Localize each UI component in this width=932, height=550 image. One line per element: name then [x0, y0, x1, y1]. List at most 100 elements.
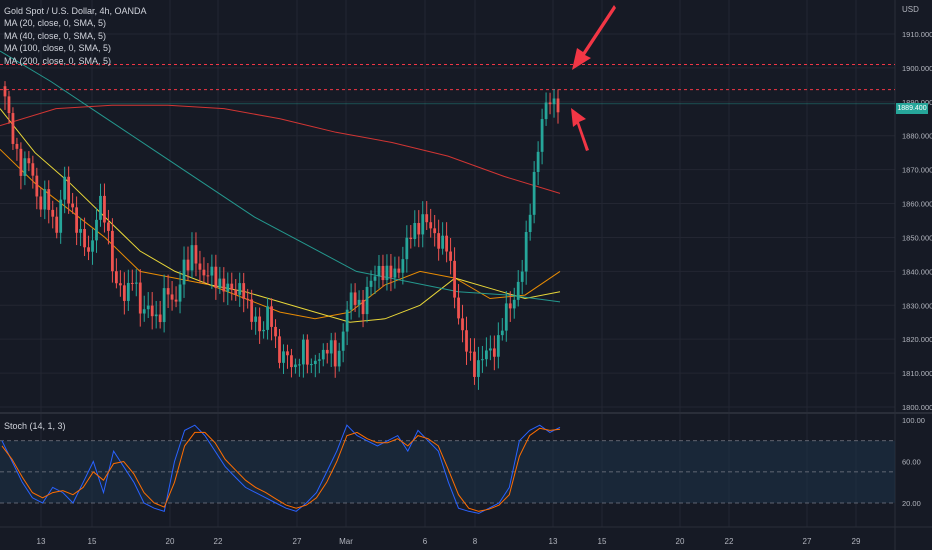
candle-body — [274, 326, 277, 337]
candle-body — [258, 316, 262, 332]
candle-body — [294, 364, 297, 368]
candle-body — [51, 209, 55, 217]
candle-body — [246, 298, 250, 300]
candle-body — [174, 299, 178, 302]
candle-body — [218, 278, 222, 288]
candle-body — [290, 355, 293, 368]
candle-body — [369, 280, 373, 287]
candle-body — [162, 288, 166, 323]
candle-body — [142, 309, 146, 314]
stoch-k-line — [1, 424, 561, 514]
price-tick-label: 1810.000 — [902, 369, 932, 378]
candle-body — [67, 176, 71, 204]
candle-body — [449, 251, 452, 261]
candle-body — [27, 158, 31, 164]
candle-body — [222, 278, 226, 292]
candle-body — [230, 283, 234, 290]
candle-body — [333, 340, 337, 367]
candle-body — [349, 292, 353, 310]
candle-body — [457, 297, 460, 319]
last-price-tag: 1889.400 — [896, 103, 928, 114]
candle-body — [39, 196, 43, 210]
candle-body — [286, 351, 289, 356]
arrow-annotation-top — [572, 5, 616, 70]
candle-body — [202, 269, 206, 276]
legend-ma200: MA (200, close, 0, SMA, 5) — [4, 55, 112, 66]
candle-body — [79, 228, 82, 233]
candle-body — [11, 113, 15, 144]
candle-body — [87, 247, 90, 252]
candle-body — [465, 330, 468, 352]
ma-line — [0, 148, 561, 320]
candle-body — [361, 299, 365, 315]
time-tick-label: Mar — [339, 537, 353, 546]
time-tick-label: 22 — [214, 537, 223, 546]
candle-body — [313, 360, 317, 365]
candle-body — [552, 98, 556, 105]
legend-ma40: MA (40, close, 0, SMA, 5) — [4, 30, 107, 41]
legend-title: Gold Spot / U.S. Dollar, 4h, OANDA — [4, 6, 147, 16]
candle-body — [214, 266, 218, 288]
candle-body — [500, 330, 504, 336]
ma-line — [0, 108, 561, 323]
candle-body — [186, 259, 190, 271]
candle-body — [461, 318, 464, 331]
candle-body — [250, 299, 254, 322]
candle-body — [496, 335, 500, 357]
candle-body — [421, 214, 425, 235]
candle-body — [504, 303, 508, 331]
candle-body — [75, 207, 78, 233]
candle-body — [357, 299, 361, 305]
stoch-tick-label: 20.00 — [902, 499, 921, 508]
candle-body — [413, 223, 417, 240]
candle-body — [401, 259, 405, 273]
candle-body — [198, 263, 202, 270]
candle-body — [63, 176, 67, 200]
candle-body — [441, 235, 445, 249]
candle-body — [206, 275, 210, 277]
price-tick-label: 1800.000 — [902, 403, 932, 412]
candle-body — [111, 230, 114, 272]
candle-body — [182, 259, 186, 285]
candle-body — [126, 282, 130, 301]
candle-body — [242, 283, 246, 299]
time-tick-label: 20 — [166, 537, 175, 546]
candle-body — [59, 199, 63, 233]
candle-body — [381, 265, 385, 281]
candle-body — [532, 171, 536, 215]
candle-body — [485, 350, 488, 360]
candle-body — [282, 351, 285, 363]
candle-body — [433, 228, 437, 234]
price-tick-label: 1870.000 — [902, 166, 932, 175]
candle-body — [99, 195, 102, 220]
candle-body — [234, 289, 238, 295]
stoch-tick-label: 60.00 — [902, 458, 921, 467]
candle-body — [393, 268, 397, 278]
candle-body — [130, 282, 134, 284]
candle-body — [373, 276, 377, 281]
ma-line — [0, 104, 561, 194]
candle-body — [377, 265, 381, 277]
candle-body — [321, 349, 325, 360]
candle-body — [437, 233, 441, 249]
candle-body — [134, 282, 138, 284]
price-tick-label: 1880.000 — [902, 132, 932, 141]
candle-body — [556, 98, 560, 113]
candle-body — [158, 314, 162, 323]
price-tick-label: 1850.000 — [902, 233, 932, 242]
candle-body — [341, 331, 345, 351]
candle-body — [516, 281, 520, 300]
time-tick-label: 13 — [37, 537, 46, 546]
price-tick-label: 1900.000 — [902, 64, 932, 73]
candle-body — [481, 359, 484, 361]
candle-body — [278, 336, 281, 363]
candle-body — [226, 283, 230, 292]
legend-ma20: MA (20, close, 0, SMA, 5) — [4, 18, 107, 29]
currency-label: USD — [902, 5, 919, 14]
candle-body — [95, 219, 98, 241]
candle-body — [43, 189, 47, 210]
candle-body — [397, 268, 401, 273]
time-tick-label: 6 — [423, 537, 428, 546]
candle-body — [528, 214, 532, 233]
time-tick-label: 22 — [725, 537, 734, 546]
